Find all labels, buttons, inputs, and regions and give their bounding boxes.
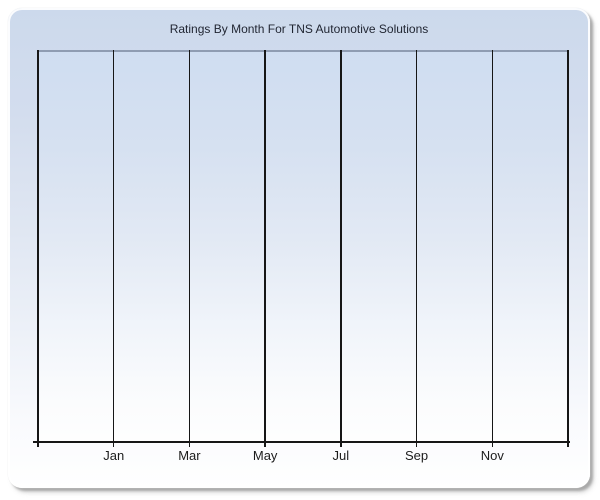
x-tick-label: May xyxy=(252,448,278,463)
x-gridline xyxy=(188,50,191,447)
x-gridline xyxy=(491,50,494,447)
x-tick-label: Jan xyxy=(103,448,125,463)
x-gridline xyxy=(112,50,115,447)
x-axis-labels: Jan Mar May Jul Sep Nov xyxy=(8,448,590,464)
chart-panel: Ratings By Month For TNS Automotive Solu… xyxy=(8,8,590,488)
x-tick-label: Mar xyxy=(178,448,201,463)
x-axis-line xyxy=(33,441,570,443)
plot-area xyxy=(33,50,570,447)
x-gridline xyxy=(567,50,569,447)
x-tick-label: Jul xyxy=(332,448,350,463)
plot-top-border xyxy=(38,50,568,52)
x-gridline xyxy=(340,50,342,447)
chart-title: Ratings By Month For TNS Automotive Solu… xyxy=(169,22,429,36)
x-gridline xyxy=(415,50,418,447)
x-gridline xyxy=(37,50,39,447)
x-tick-label: Nov xyxy=(480,448,504,463)
x-tick-label: Sep xyxy=(404,448,429,463)
x-gridline xyxy=(264,50,266,447)
